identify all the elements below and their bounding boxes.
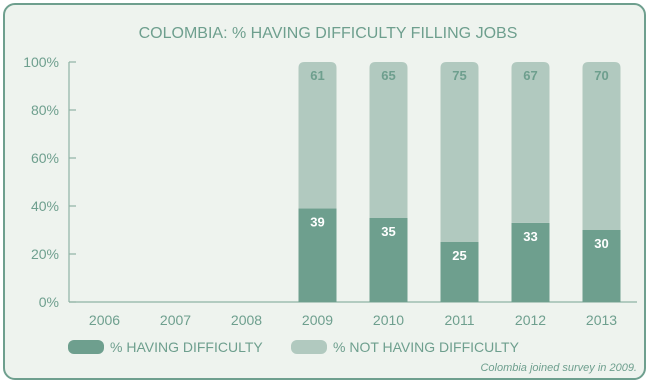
bar-having-difficulty xyxy=(582,230,621,302)
bar-value-label: 39 xyxy=(310,214,324,229)
bar-having-difficulty xyxy=(369,218,408,302)
bar-not-having-difficulty xyxy=(582,62,621,230)
bars: 39 61 35 65 25 75 33 67 30 70 xyxy=(298,62,621,302)
bar-value-label: 35 xyxy=(381,224,395,239)
bar-value-label: 25 xyxy=(452,248,466,263)
y-tick-label: 60% xyxy=(31,150,59,166)
footnote: Colombia joined survey in 2009. xyxy=(480,362,637,374)
x-tick-label: 2011 xyxy=(444,312,474,328)
y-tick-label: 100% xyxy=(23,54,59,70)
x-tick-label: 2008 xyxy=(231,312,262,328)
x-tick-label: 2013 xyxy=(586,312,617,328)
x-tick-label: 2007 xyxy=(160,312,191,328)
legend-label: % HAVING DIFFICULTY xyxy=(110,339,263,355)
bar-having-difficulty xyxy=(440,242,479,302)
bar-value-label: 61 xyxy=(310,68,324,83)
x-tick-label: 2010 xyxy=(373,312,404,328)
x-tick-label: 2006 xyxy=(89,312,120,328)
y-tick-label: 80% xyxy=(31,102,59,118)
bar-value-label: 33 xyxy=(523,229,537,244)
legend: % HAVING DIFFICULTY % NOT HAVING DIFFICUL… xyxy=(68,339,520,355)
legend-label: % NOT HAVING DIFFICULTY xyxy=(333,339,520,355)
y-tick-label: 20% xyxy=(31,246,59,262)
bar-not-having-difficulty xyxy=(298,62,337,209)
bar-having-difficulty xyxy=(298,208,337,302)
legend-swatch xyxy=(291,340,327,354)
bar-value-label: 67 xyxy=(523,68,537,83)
x-tick-label: 2012 xyxy=(515,312,546,328)
legend-swatch xyxy=(68,340,104,354)
y-tick-label: 40% xyxy=(31,198,59,214)
axes: 0% 20% 40% 60% 80% 100% 2006 2007 2008 2009 2010 20… xyxy=(23,54,637,328)
bar-having-difficulty xyxy=(511,222,550,302)
bar-not-having-difficulty xyxy=(440,62,479,242)
y-tick-label: 0% xyxy=(39,294,59,310)
bar-value-label: 70 xyxy=(594,68,608,83)
bar-value-label: 75 xyxy=(452,68,466,83)
bar-not-having-difficulty xyxy=(369,62,408,218)
chart-title: COLOMBIA: % HAVING DIFFICULTY FILLING JO… xyxy=(139,25,518,42)
bar-value-label: 30 xyxy=(594,236,608,251)
x-tick-label: 2009 xyxy=(302,312,333,328)
bar-not-having-difficulty xyxy=(511,62,550,223)
bar-value-label: 65 xyxy=(381,68,395,83)
